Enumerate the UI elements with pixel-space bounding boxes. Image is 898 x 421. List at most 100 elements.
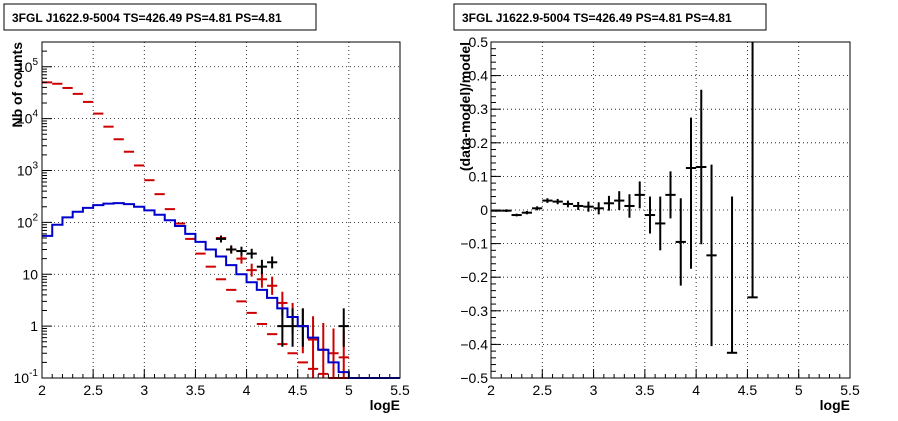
data-point <box>328 328 339 378</box>
model-step-line <box>42 202 400 379</box>
x-tick-label: 2.5 <box>83 382 103 398</box>
right-chart-title-box: 3FGL J1622.9-5004 TS=426.49 PS=4.81 PS=4… <box>453 3 767 31</box>
y-tick-exponent: 5 <box>32 57 38 68</box>
y-tick-label: 0 <box>480 202 488 218</box>
left-chart-grid <box>42 42 400 378</box>
data-point <box>634 181 645 209</box>
data-point <box>655 196 666 251</box>
data-point <box>542 198 553 203</box>
y-tick-label: 0.4 <box>469 68 489 84</box>
y-tick-exponent: 2 <box>32 212 38 223</box>
data-point <box>521 211 533 215</box>
y-tick-label: 1 <box>30 318 38 334</box>
y-tick-base: 10 <box>17 214 33 230</box>
x-tick-label: 5 <box>795 382 803 398</box>
data-point <box>706 164 717 347</box>
y-tick-base: 10 <box>17 163 33 179</box>
data-point <box>562 200 574 208</box>
x-tick-label: 2 <box>38 382 46 398</box>
data-point <box>726 196 738 354</box>
left-chart-series <box>42 81 400 379</box>
data-point <box>267 276 278 295</box>
data-point <box>593 202 604 215</box>
y-tick-label: −0.1 <box>460 236 488 252</box>
left-chart-title: 3FGL J1622.9-5004 TS=426.49 PS=4.81 PS=4… <box>12 11 282 25</box>
data-point <box>501 209 512 213</box>
x-tick-label: 3 <box>590 382 598 398</box>
data-point <box>277 308 288 347</box>
right-chart-xlabel: logE <box>820 397 850 413</box>
left-chart-title-box: 3FGL J1622.9-5004 TS=426.49 PS=4.81 PS=4… <box>3 3 317 31</box>
errorbar-series-2 <box>215 235 349 347</box>
data-point <box>246 263 257 277</box>
data-point <box>226 245 237 254</box>
y-tick-label: −0.5 <box>460 370 488 386</box>
y-tick-label: 0.2 <box>469 135 489 151</box>
data-point <box>675 198 686 286</box>
x-tick-label: 5.5 <box>390 382 410 398</box>
y-tick-base: 10 <box>17 59 33 75</box>
errorbar-series-0 <box>42 81 360 379</box>
data-point <box>215 235 227 243</box>
x-tick-label: 2.5 <box>533 382 553 398</box>
y-tick-exponent: 4 <box>32 109 38 120</box>
y-tick-label: −0.4 <box>460 336 488 352</box>
data-point <box>696 89 707 245</box>
y-tick-base: 10 <box>14 370 30 386</box>
data-point <box>747 42 758 299</box>
right-chart-ylabel: (data-model)/model <box>457 42 473 171</box>
x-tick-label: 5 <box>345 382 353 398</box>
data-point <box>511 213 522 217</box>
y-tick-exponent: -1 <box>29 368 38 379</box>
y-tick-label: 0.1 <box>469 168 489 184</box>
y-tick-label: 10-1 <box>14 368 39 386</box>
y-tick-base: 1 <box>30 318 38 334</box>
x-tick-label: 4 <box>692 382 700 398</box>
x-tick-label: 4.5 <box>288 382 308 398</box>
data-point <box>246 248 257 259</box>
x-tick-label: 2 <box>487 382 495 398</box>
right-chart-series <box>491 42 758 354</box>
data-point <box>552 198 563 205</box>
data-point <box>624 194 635 218</box>
y-tick-label: 0.3 <box>469 101 489 117</box>
data-point <box>256 272 268 288</box>
right-chart-panel: 3FGL J1622.9-5004 TS=426.49 PS=4.81 PS=4… <box>453 3 860 413</box>
y-tick-base: 10 <box>17 111 33 127</box>
left-chart-panel: 3FGL J1622.9-5004 TS=426.49 PS=4.81 PS=4… <box>3 3 410 413</box>
data-point <box>685 117 697 269</box>
right-chart-ticks: 2 2.5 3 3.5 4 4.5 5 5.5 0.5 0.4 0.3 0.2 0.1 0 −0.1 −0.2… <box>460 34 860 398</box>
x-tick-label: 5.5 <box>840 382 860 398</box>
y-tick-label: −0.3 <box>460 303 488 319</box>
x-tick-label: 3.5 <box>186 382 206 398</box>
y-tick-label: 102 <box>17 212 39 230</box>
left-chart-frame <box>41 41 401 379</box>
data-point <box>267 256 278 269</box>
data-point <box>665 171 676 219</box>
data-point <box>297 308 308 347</box>
data-point <box>307 316 319 378</box>
data-point <box>583 201 594 212</box>
y-tick-label: −0.2 <box>460 269 488 285</box>
x-tick-label: 3 <box>140 382 148 398</box>
x-tick-label: 4.5 <box>738 382 758 398</box>
data-point <box>236 246 247 256</box>
x-tick-label: 3.5 <box>635 382 655 398</box>
y-tick-label: 10 <box>22 266 38 282</box>
right-chart-title: 3FGL J1622.9-5004 TS=426.49 PS=4.81 PS=4… <box>462 11 732 25</box>
y-tick-label: 0.5 <box>469 34 489 50</box>
data-point <box>614 191 625 210</box>
right-chart-grid <box>491 42 850 378</box>
data-point <box>338 308 349 347</box>
y-tick-label: 104 <box>17 109 39 127</box>
data-point <box>644 196 656 234</box>
data-point <box>532 206 543 211</box>
left-chart-xlabel: logE <box>370 397 400 413</box>
errorbar-series-0 <box>491 42 758 354</box>
y-tick-label: 105 <box>17 57 39 75</box>
y-tick-base: 10 <box>22 266 38 282</box>
data-point <box>287 308 298 347</box>
y-tick-label: 103 <box>17 161 39 179</box>
